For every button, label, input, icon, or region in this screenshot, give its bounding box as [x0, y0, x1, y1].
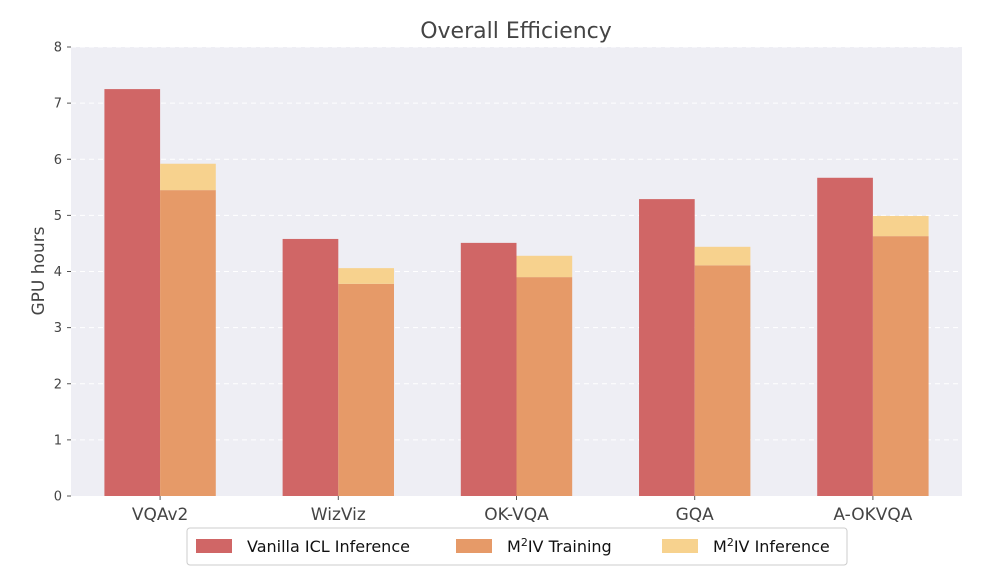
legend-swatch: [456, 539, 492, 553]
y-tick-label: 5: [54, 209, 62, 224]
bar-vanilla-icl-inference: [460, 242, 517, 496]
bar-m2iv-inference: [516, 255, 573, 278]
bar-m2iv-training: [872, 236, 929, 497]
legend-label: M2IV Training: [507, 536, 612, 556]
y-axis-label: GPU hours: [29, 226, 49, 315]
y-tick-label: 1: [54, 433, 62, 448]
bar-vanilla-icl-inference: [104, 89, 161, 496]
x-tick-label: GQA: [676, 505, 715, 525]
chart-title: Overall Efficiency: [420, 19, 612, 44]
bar-vanilla-icl-inference: [817, 177, 873, 497]
y-tick-label: 4: [54, 265, 62, 280]
legend-label: M2IV Inference: [713, 536, 830, 556]
x-tick-label: VQAv2: [132, 505, 189, 525]
legend-label: Vanilla ICL Inference: [247, 537, 410, 556]
y-axis-ticks: 0 1 2 3 4 5 6 7 8: [54, 41, 71, 505]
bar-m2iv-inference: [872, 215, 929, 237]
x-tick-label: OK-VQA: [484, 505, 549, 525]
y-tick-label: 6: [54, 153, 62, 168]
x-tick-label: A-OKVQA: [833, 505, 912, 525]
bar-m2iv-inference: [338, 268, 394, 284]
y-tick-label: 8: [54, 41, 62, 56]
bars: [104, 89, 929, 497]
bar-m2iv-training: [160, 190, 216, 496]
y-tick-label: 3: [54, 321, 62, 336]
bar-m2iv-inference: [160, 163, 216, 191]
bar-m2iv-training: [694, 265, 751, 496]
y-tick-label: 0: [54, 490, 62, 505]
x-tick-label: WizViz: [311, 505, 366, 525]
legend: Vanilla ICL Inference M2IV Training M2IV I…: [186, 527, 848, 566]
legend-swatch: [196, 539, 232, 553]
bar-vanilla-icl-inference: [282, 238, 339, 496]
legend-box: [186, 527, 848, 566]
y-tick-label: 7: [54, 97, 62, 112]
bar-vanilla-icl-inference: [639, 199, 695, 496]
x-axis-ticks: VQAv2 WizViz OK-VQA GQA A-OKVQA: [132, 496, 913, 525]
y-tick-label: 2: [54, 377, 62, 392]
bar-m2iv-training: [338, 283, 394, 496]
bar-m2iv-training: [516, 277, 573, 496]
bar-m2iv-inference: [694, 246, 751, 266]
legend-swatch: [662, 539, 698, 553]
